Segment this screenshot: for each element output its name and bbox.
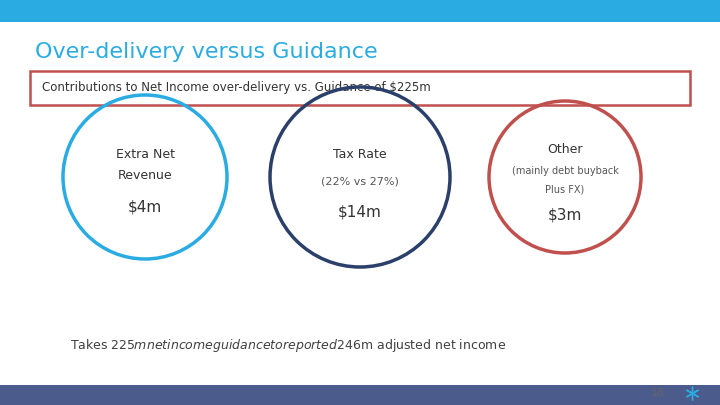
Bar bbox=[0, 385, 720, 405]
Text: Contributions to Net Income over-delivery vs. Guidance of $225m: Contributions to Net Income over-deliver… bbox=[42, 81, 431, 94]
Text: Plus FX): Plus FX) bbox=[545, 185, 585, 195]
Text: $14m: $14m bbox=[338, 205, 382, 220]
Text: Over-delivery versus Guidance: Over-delivery versus Guidance bbox=[35, 42, 377, 62]
Text: $3m: $3m bbox=[548, 207, 582, 222]
FancyBboxPatch shape bbox=[30, 71, 690, 105]
Text: Other: Other bbox=[547, 143, 582, 156]
Text: Revenue: Revenue bbox=[117, 168, 172, 181]
Text: 18: 18 bbox=[651, 388, 665, 398]
Text: Tax Rate: Tax Rate bbox=[333, 149, 387, 162]
Text: $4m: $4m bbox=[128, 200, 162, 215]
Text: Extra Net: Extra Net bbox=[115, 149, 174, 162]
Text: Takes $225m net income guidance to reported $246m adjusted net income: Takes $225m net income guidance to repor… bbox=[70, 337, 506, 354]
Text: (mainly debt buyback: (mainly debt buyback bbox=[512, 166, 618, 176]
Text: (22% vs 27%): (22% vs 27%) bbox=[321, 177, 399, 187]
Bar bbox=[0, 0, 720, 22]
